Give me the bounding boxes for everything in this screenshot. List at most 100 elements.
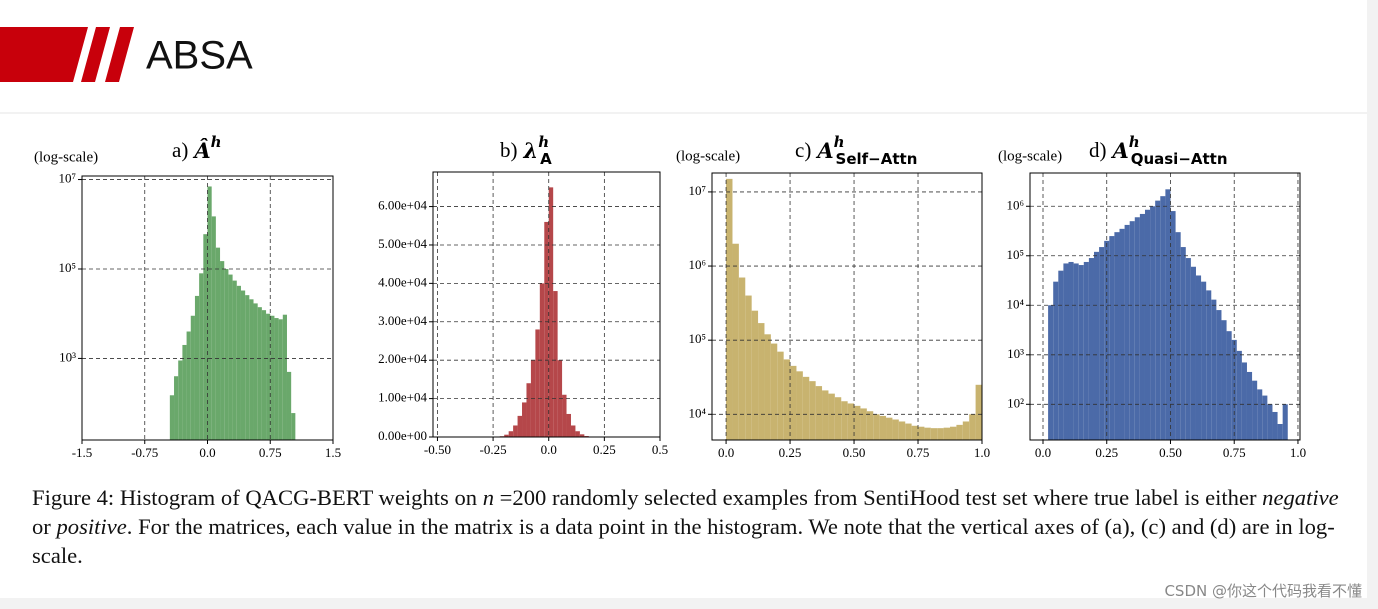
title-sup: h [211,133,222,151]
bar [809,381,816,440]
bar [253,303,258,440]
bar [199,273,204,440]
bar [562,394,567,437]
x-tick-label: 0.0 [541,442,557,457]
bar [575,431,580,437]
y-tick-label: 3.00e+04 [378,313,427,328]
bar [548,187,554,437]
bar [1078,265,1084,440]
chart-title: c) Ah Self−Attn [795,133,917,168]
bar [1272,411,1278,440]
bar [732,243,739,440]
chart-title: d) Ah Quasi−Attn [1089,133,1228,168]
bar [866,411,874,440]
x-tick-label: 0.25 [779,445,802,460]
caption-segment: negative [1262,485,1339,510]
bar [815,386,823,440]
bar [539,283,545,437]
y-tick-label: 10⁵ [58,260,76,275]
caption-segment: positive [56,513,127,539]
y-tick-label: 10⁵ [688,331,706,346]
bar [1231,339,1237,440]
bar [207,186,212,440]
bar [249,299,254,440]
y-tick-label: 10⁴ [688,405,706,420]
bar [1185,258,1191,440]
bar [822,390,829,440]
caption-segment: Figure 4: Histogram of QACG-BERT weights… [32,485,483,510]
bar [1073,263,1079,440]
bar [291,413,296,440]
bar [1201,281,1207,440]
bar [1053,281,1059,440]
caption-segment: . For the matrices, each value in the ma… [32,513,1335,568]
bar [892,419,899,440]
bar [847,403,855,440]
bar [943,427,951,440]
bar [1267,404,1273,440]
bar [1160,196,1166,440]
watermark: CSDN @你这个代码我看不懂 [1164,582,1362,600]
title-symbol: Â [192,138,210,163]
bar [1093,251,1100,440]
bar [879,415,887,440]
bar [1119,228,1125,440]
bar [1241,362,1247,440]
bar [745,295,752,440]
caption: Figure 4: Histogram of QACG-BERT weights… [32,484,1357,570]
y-axis-note: (log-scale) [676,148,740,164]
bar [169,395,175,440]
bar [174,376,179,440]
y-tick-label: 5.00e+04 [378,236,427,251]
y-tick-label: 2.00e+04 [378,351,427,366]
x-tick-label: 0.50 [1159,445,1182,460]
header-bar [0,27,88,82]
title-label: a) [172,138,188,162]
bar [975,384,982,440]
bar [240,290,246,440]
plot-frame [1029,172,1301,441]
bottom-strip [0,598,1378,609]
x-tick-label: -0.25 [480,442,507,457]
x-tick-label: 0.25 [1095,445,1118,460]
bar [950,426,957,440]
bar [1144,209,1151,440]
header-stripe [105,27,134,82]
bar [1124,224,1130,440]
bar [873,414,880,440]
plot-frame [81,175,334,441]
title-symbol: A [1111,138,1129,163]
bar [1104,240,1110,440]
bar [228,274,233,440]
y-tick-label: 10³ [59,349,76,364]
bar [570,425,576,437]
bar [1165,189,1171,440]
y-tick-label: 10³ [1007,346,1024,361]
y-tick-label: 6.00e+04 [378,198,427,213]
title-label: c) [795,138,811,162]
bar [924,427,931,440]
right-strip [1367,0,1378,609]
plot-frame [711,172,983,441]
bar [1257,389,1263,440]
bar [1134,217,1140,440]
bar [517,415,523,437]
bar [802,376,810,440]
header-title: ABSA [146,34,253,78]
x-tick-label: 0.75 [907,445,930,460]
title-label: d) [1089,138,1107,162]
x-tick-label: 0.75 [1223,445,1246,460]
bar [1246,371,1253,440]
title-symbol: λ [523,138,539,163]
title-sub: A [540,150,552,168]
bar [1206,290,1212,440]
title-sup: h [1129,133,1140,151]
bar [274,318,279,440]
bar [962,421,970,440]
bar [186,331,191,440]
caption-segment: =200 randomly selected examples from Sen… [494,485,1263,510]
bar [286,371,292,440]
x-tick-label: 0.0 [1035,445,1051,460]
bar [1048,305,1054,440]
